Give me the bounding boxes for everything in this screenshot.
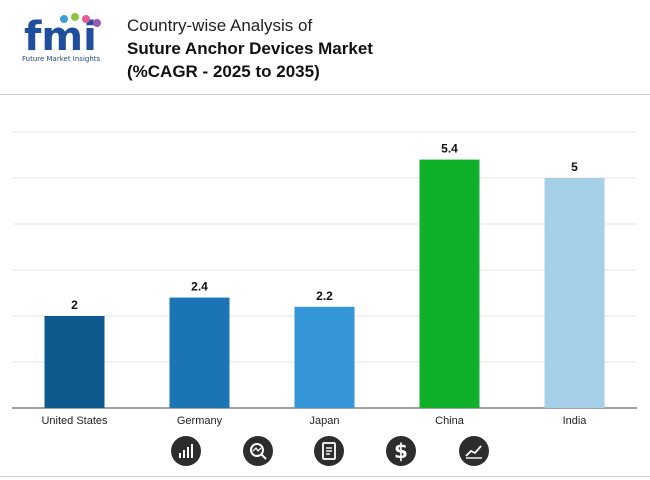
x-tick-label: China [435, 415, 465, 427]
footer-icons: $ [0, 434, 650, 472]
header-divider [0, 94, 650, 95]
data-label: 5 [571, 160, 578, 174]
bar-japan [294, 306, 355, 408]
brand-tagline: Future Market Insights [22, 55, 101, 63]
x-tick-label: Germany [177, 415, 223, 427]
data-label: 2.2 [316, 289, 333, 303]
line-chart-icon [459, 436, 489, 466]
x-tick-label: India [563, 415, 588, 427]
data-label: 2.4 [191, 280, 208, 294]
bar-chart: 2 United States 2.4 Germany 2.2 Japan 5.4 China… [12, 131, 637, 427]
footer-divider [0, 476, 650, 477]
bar-germany [169, 297, 230, 408]
chart-title: Country-wise Analysis of Suture Anchor D… [127, 14, 373, 83]
bar-chart-icon [171, 436, 201, 466]
header: fmi Future Market Insights Country-wise … [0, 0, 650, 96]
dollar-icon: $ [386, 436, 416, 466]
x-tick-label: United States [41, 415, 108, 427]
document-icon [314, 436, 344, 466]
fmi-logo: fmi [24, 13, 101, 60]
title-line-3: (%CAGR - 2025 to 2035) [127, 62, 320, 81]
title-line-1: Country-wise Analysis of [127, 16, 313, 35]
bar-china [419, 159, 480, 408]
title-line-2: Suture Anchor Devices Market [127, 39, 373, 58]
data-label: 2 [71, 298, 78, 312]
bar-india [544, 178, 605, 408]
x-tick-label: Japan [310, 415, 340, 427]
magnifier-chart-icon [243, 436, 273, 466]
data-label: 5.4 [441, 142, 458, 156]
bar-united-states [44, 316, 105, 408]
